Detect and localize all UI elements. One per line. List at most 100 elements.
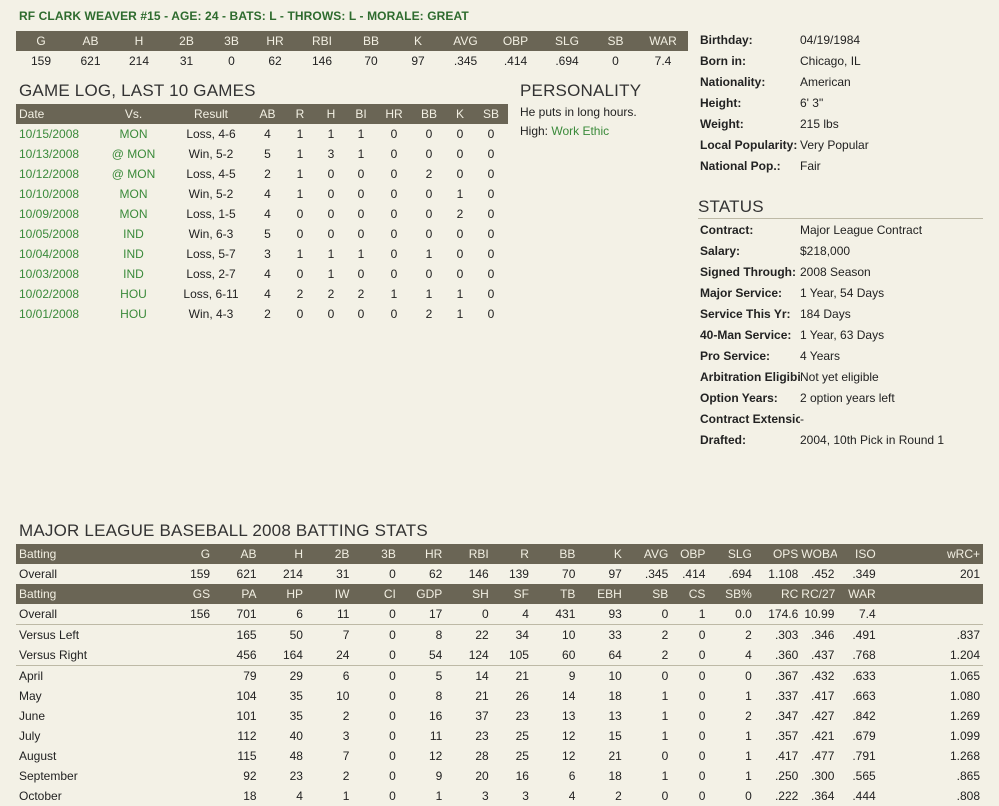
batting-col-header[interactable]: 3B	[352, 544, 399, 564]
summary-col-header[interactable]: AB	[66, 31, 115, 51]
batting-col-header[interactable]: R	[491, 544, 532, 564]
batting-cell: 1.080	[949, 689, 980, 703]
batting-cell: 1.065	[878, 665, 983, 686]
batting-col-header[interactable]: TB	[531, 584, 579, 604]
summary-col-header[interactable]: OBP	[490, 31, 541, 51]
game-log-cell: 0	[390, 207, 398, 221]
game-log-date-link[interactable]: 10/12/2008	[19, 167, 80, 181]
batting-cell: 60	[562, 648, 576, 662]
summary-col-header[interactable]: WAR	[638, 31, 688, 51]
bio-label: Local Popularity:	[700, 138, 798, 152]
batting-col-header[interactable]: AVG	[624, 544, 672, 564]
summary-col-header[interactable]: SLG	[541, 31, 593, 51]
game-log-opponent-link[interactable]: @ MON	[111, 147, 156, 161]
batting-col-header[interactable]: IW	[305, 584, 353, 604]
batting-col-header[interactable]: OBP	[671, 544, 709, 564]
summary-col-header[interactable]: G	[16, 31, 66, 51]
game-log-col-header[interactable]: HR	[376, 104, 412, 124]
game-log-date-link[interactable]: 10/01/2008	[19, 307, 80, 321]
summary-col-header[interactable]: 3B	[210, 31, 253, 51]
summary-col-header[interactable]: RBI	[297, 31, 347, 51]
game-log-date-link[interactable]: 10/02/2008	[19, 287, 80, 301]
summary-col-header[interactable]: AVG	[441, 31, 490, 51]
batting-col-header[interactable]: SF	[491, 584, 532, 604]
game-log-opponent-link[interactable]: HOU	[120, 307, 147, 321]
game-log-opponent-link[interactable]: IND	[123, 247, 144, 261]
batting-col-header[interactable]: SB	[624, 584, 672, 604]
game-log-col-header[interactable]: Result	[171, 104, 251, 124]
summary-col-header[interactable]: HR	[253, 31, 297, 51]
batting-col-header[interactable]: WOBA	[801, 544, 838, 564]
batting-cell: .679	[852, 729, 876, 743]
batting-col-header[interactable]: K	[578, 544, 625, 564]
game-log-date-link[interactable]: 10/10/2008	[19, 187, 80, 201]
batting-col-header[interactable]: 2B	[305, 544, 353, 564]
game-log-opponent-link[interactable]: MON	[119, 207, 148, 221]
batting-col-header[interactable]: ISO	[837, 544, 879, 564]
batting-col-header[interactable]: WAR	[837, 584, 879, 604]
status-label: Pro Service:	[700, 349, 771, 363]
batting-col-header[interactable]: wRC+	[878, 544, 983, 564]
game-log-cell: 0	[357, 267, 365, 281]
game-log-date-link[interactable]: 10/04/2008	[19, 247, 80, 261]
batting-col-header[interactable]: SLG	[708, 544, 755, 564]
summary-col-header[interactable]: H	[115, 31, 163, 51]
game-log-col-header[interactable]: H	[316, 104, 346, 124]
game-log-date-link[interactable]: 10/03/2008	[19, 267, 80, 281]
game-log-col-header[interactable]: K	[446, 104, 474, 124]
summary-value: 214	[128, 54, 150, 68]
game-log-opponent-link[interactable]: IND	[123, 267, 144, 281]
summary-col-header[interactable]: K	[395, 31, 441, 51]
batting-col-header[interactable]: OPS	[754, 544, 802, 564]
batting-cell: 165	[213, 624, 260, 645]
game-log-col-header[interactable]: BI	[346, 104, 376, 124]
game-log-col-header[interactable]: R	[284, 104, 316, 124]
batting-cell	[879, 604, 983, 625]
batting-col-header[interactable]: GS	[166, 584, 214, 604]
game-log-opponent-link[interactable]: MON	[119, 187, 148, 201]
game-log-opponent-link[interactable]: MON	[119, 127, 148, 141]
game-log-date-link[interactable]: 10/15/2008	[19, 127, 80, 141]
game-log-cell: 1	[425, 287, 433, 301]
batting-col-header[interactable]: RBI	[445, 544, 492, 564]
summary-col-header[interactable]: 2B	[163, 31, 210, 51]
batting-col-header[interactable]: CS	[671, 584, 709, 604]
game-log-col-header[interactable]: Vs.	[96, 104, 171, 124]
game-log-cell: 0	[456, 227, 464, 241]
game-log-cell: Loss, 5-7	[186, 247, 236, 261]
summary-col-header[interactable]: SB	[593, 31, 638, 51]
batting-col-header[interactable]: AB	[213, 544, 260, 564]
batting-col-header[interactable]: PA	[213, 584, 260, 604]
game-log-opponent-link[interactable]: HOU	[120, 287, 147, 301]
game-log-col-header[interactable]: AB	[251, 104, 284, 124]
game-log-date-link[interactable]: 10/13/2008	[19, 147, 80, 161]
batting-col-header[interactable]: H	[259, 544, 306, 564]
batting-col-header[interactable]: HP	[259, 584, 306, 604]
batting-cell: 17	[428, 607, 443, 621]
game-log-col-header[interactable]: Date	[16, 104, 96, 124]
game-log-opponent-link[interactable]: @ MON	[111, 167, 156, 181]
batting-cell: 1	[435, 789, 443, 803]
game-log-opponent-link[interactable]: IND	[123, 227, 144, 241]
batting-col-header[interactable]: SB%	[708, 584, 755, 604]
batting-col-header[interactable]: SH	[445, 584, 492, 604]
game-log-col-header[interactable]: BB	[412, 104, 446, 124]
game-log-col-header[interactable]: SB	[474, 104, 508, 124]
batting-cell: 0	[389, 567, 396, 581]
game-log-cell: 0	[327, 227, 335, 241]
batting-col-header[interactable]: RC	[754, 584, 802, 604]
batting-col-header[interactable]: G	[166, 544, 214, 564]
batting-col-header[interactable]: Batting	[16, 584, 167, 604]
summary-col-header[interactable]: BB	[347, 31, 395, 51]
batting-col-header[interactable]: CI	[352, 584, 399, 604]
batting-col-header[interactable]: RC/27	[801, 584, 838, 604]
game-log-date-link[interactable]: 10/09/2008	[19, 207, 80, 221]
batting-col-header[interactable]: GDP	[398, 584, 446, 604]
batting-col-header[interactable]: EBH	[578, 584, 625, 604]
game-log-date-link[interactable]: 10/05/2008	[19, 227, 80, 241]
batting-col-header[interactable]: HR	[398, 544, 446, 564]
batting-col-header[interactable]	[878, 584, 983, 604]
batting-cell: .360	[774, 648, 799, 662]
batting-col-header[interactable]: BB	[531, 544, 579, 564]
batting-col-header[interactable]: Batting	[16, 544, 167, 564]
